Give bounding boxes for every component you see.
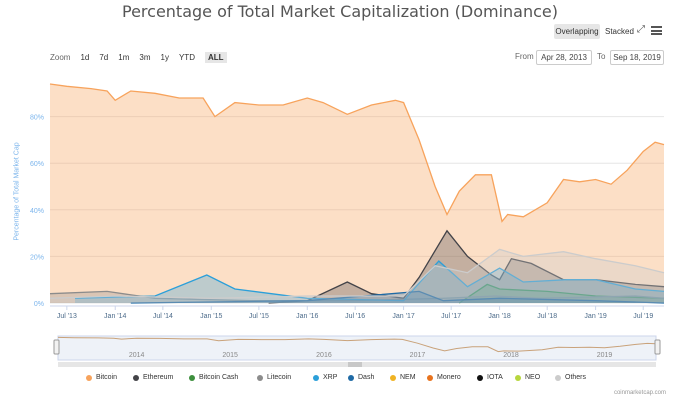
x-tick-label: Jul '13 <box>57 313 77 320</box>
x-tick-label: Jul '14 <box>153 313 173 320</box>
x-tick-label: Jul '16 <box>345 313 365 320</box>
menu-icon[interactable] <box>651 26 662 35</box>
x-tick-label: Jan '14 <box>104 313 126 320</box>
navigator-year-label: 2016 <box>316 352 332 359</box>
zoom-1d-button[interactable]: 1d <box>80 52 90 62</box>
y-tick-label: 40% <box>30 208 44 215</box>
y-tick-label: 80% <box>30 115 44 122</box>
legend-item-bitcoin[interactable]: Bitcoin <box>86 374 117 381</box>
zoom-ytd-button[interactable]: YTD <box>178 52 195 62</box>
x-tick-label: Jan '16 <box>296 313 318 320</box>
x-tick-label: Jul '17 <box>441 313 461 320</box>
navigator-left-handle <box>53 339 60 355</box>
navigator-year-label: 2015 <box>222 352 238 359</box>
xrp-series-line <box>74 260 665 302</box>
others-area <box>50 249 664 303</box>
legend-item-litecoin[interactable]: Litecoin <box>257 374 291 381</box>
navigator-right-handle <box>654 339 661 355</box>
bitcoin-area <box>50 84 664 303</box>
zoom-1m-button[interactable]: 1m <box>118 52 130 62</box>
legend-item-bitcoin-cash[interactable]: Bitcoin Cash <box>189 374 238 381</box>
ethereum-area <box>268 230 664 303</box>
navigator-year-label: 2018 <box>503 352 519 359</box>
legend-item-nem[interactable]: NEM <box>390 374 416 381</box>
from-date-input[interactable]: Apr 28, 2013 <box>536 50 592 65</box>
legend-item-iota[interactable]: IOTA <box>477 374 503 381</box>
navigator-area <box>57 335 657 361</box>
fullscreen-icon[interactable]: ⤢ <box>637 24 645 35</box>
legend-item-ethereum[interactable]: Ethereum <box>133 374 173 381</box>
to-label: To <box>597 52 606 61</box>
x-tick-label: Jan '17 <box>392 313 414 320</box>
y-tick-label: 0% <box>34 301 44 308</box>
legend-item-dash[interactable]: Dash <box>348 374 374 381</box>
legend-item-others[interactable]: Others <box>555 374 586 381</box>
credit: coinmarketcap.com <box>613 390 666 396</box>
dash-series-line <box>130 290 665 304</box>
y-tick-label: 60% <box>30 161 44 168</box>
overlapping-view-button[interactable]: Overlapping <box>554 24 600 39</box>
x-tick-label: Jan '15 <box>200 313 222 320</box>
zoom-1y-button[interactable]: 1y <box>160 52 169 62</box>
x-tick-label: Jul '19 <box>633 313 653 320</box>
zoom-7d-button[interactable]: 7d <box>99 52 109 62</box>
navigator-series-line <box>57 336 657 353</box>
dash-area <box>130 291 665 303</box>
legend: Bitcoin Ethereum Bitcoin Cash Litecoin XRP Da… <box>0 374 680 386</box>
x-tick-label: Jul '15 <box>249 313 269 320</box>
to-date-input[interactable]: Sep 18, 2019 <box>610 50 664 65</box>
x-tick-label: Jul '18 <box>537 313 557 320</box>
bitcoin-series-line <box>49 83 665 223</box>
zoom-all-button[interactable]: ALL <box>204 51 227 63</box>
xrp-area <box>75 261 664 303</box>
navigator-year-label: 2014 <box>129 352 145 359</box>
others-series-line <box>49 248 665 299</box>
y-tick-label: 20% <box>30 254 44 261</box>
legend-item-neo[interactable]: NEO <box>515 374 540 381</box>
chart-title: Percentage of Total Market Capitalizatio… <box>122 2 558 21</box>
stacked-view-button[interactable]: Stacked <box>605 27 634 36</box>
from-label: From <box>515 52 534 61</box>
legend-item-xrp[interactable]: XRP <box>313 374 337 381</box>
zoom-label: Zoom <box>50 52 71 62</box>
x-tick-label: Jan '18 <box>488 313 510 320</box>
navigator-year-label: 2017 <box>410 352 426 359</box>
legend-item-monero[interactable]: Monero <box>427 374 461 381</box>
litecoin-series-line <box>49 290 665 302</box>
navigator-scrollbar-thumb <box>348 362 362 367</box>
x-tick-label: Jan '19 <box>584 313 606 320</box>
zoom-controls: Zoom 1d 7d 1m 3m 1y YTD ALL <box>50 50 237 64</box>
zoom-3m-button[interactable]: 3m <box>139 52 151 62</box>
navigator-year-label: 2019 <box>597 352 613 359</box>
